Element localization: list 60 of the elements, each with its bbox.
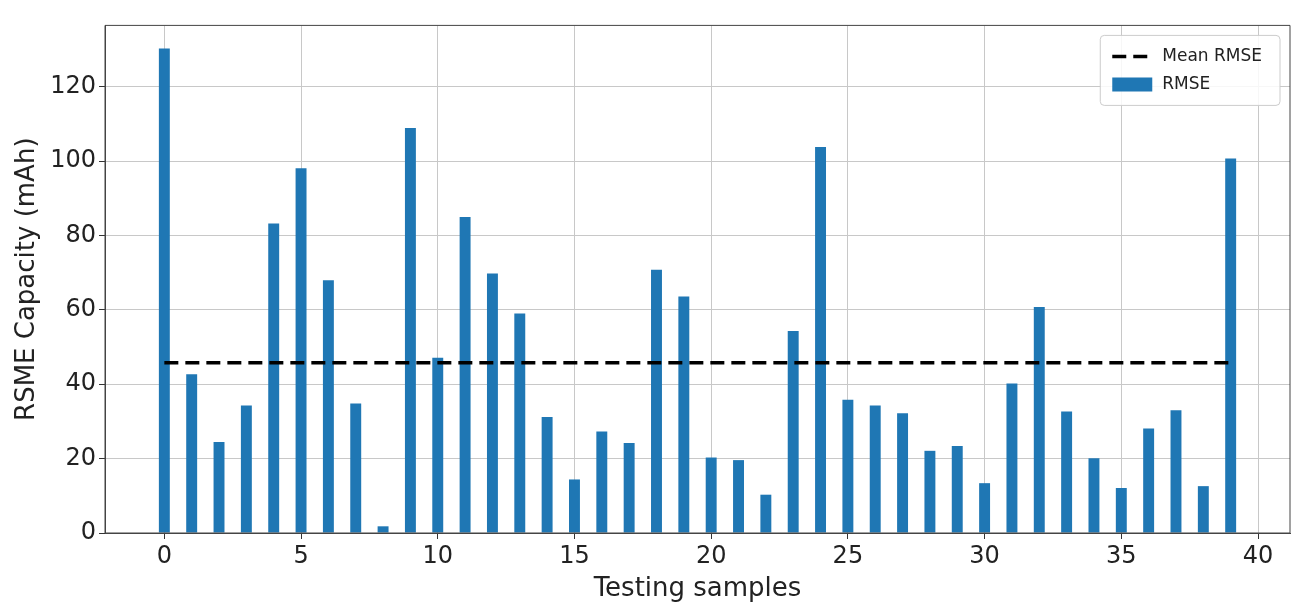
bar [295,168,307,533]
bar [486,273,498,533]
bar [1088,458,1100,533]
bar [1006,383,1018,533]
bar [459,216,471,533]
bar [705,457,717,533]
bar [760,494,772,533]
bar [1170,410,1182,533]
bar [842,399,854,533]
x-tick-label: 10 [422,540,454,569]
bar [787,331,799,533]
bar [1115,488,1127,533]
x-tick-label: 20 [695,540,727,569]
y-tick-label: 40 [65,368,97,397]
bar [569,479,580,533]
y-tick-label: 60 [65,294,97,323]
bar [979,483,991,533]
bar [541,416,553,533]
bar [651,269,662,533]
y-tick-label: 100 [50,145,97,174]
bar [240,405,252,533]
bar [869,405,881,533]
bar [322,280,334,533]
x-tick-label: 40 [1242,540,1274,569]
x-tick-label: 0 [156,540,172,569]
x-tick-label: 25 [832,540,864,569]
bar [377,526,389,533]
bar [514,313,526,533]
bar [1143,428,1155,533]
bar [1033,306,1045,533]
bar [1061,411,1073,533]
bar [733,460,744,533]
bar [678,296,690,533]
y-tick-label: 20 [65,442,97,471]
bar [815,147,827,533]
bar [432,357,444,533]
x-tick-label: 35 [1106,540,1137,569]
bar [623,443,635,533]
bar [897,413,909,533]
bar [404,128,416,533]
bar [596,431,608,533]
bar [924,450,936,533]
y-tick-label: 120 [50,70,97,99]
y-axis-title: RSME Capacity (mAh) [10,137,41,421]
bar [158,48,170,533]
legend-label: RMSE [1162,72,1211,93]
bar [1197,486,1209,533]
y-tick-label: 80 [65,219,97,248]
y-tick-label: 0 [80,517,97,546]
legend-label: Mean RMSE [1162,44,1262,65]
bar [186,374,198,533]
bar [1225,158,1237,533]
bar [213,441,225,533]
bar [350,403,362,533]
x-tick-label: 30 [969,540,1000,569]
x-tick-label: 15 [559,540,590,569]
bar [268,223,280,533]
x-tick-label: 5 [293,540,309,569]
x-axis-title: Testing samples [592,572,802,603]
bar [951,445,963,533]
